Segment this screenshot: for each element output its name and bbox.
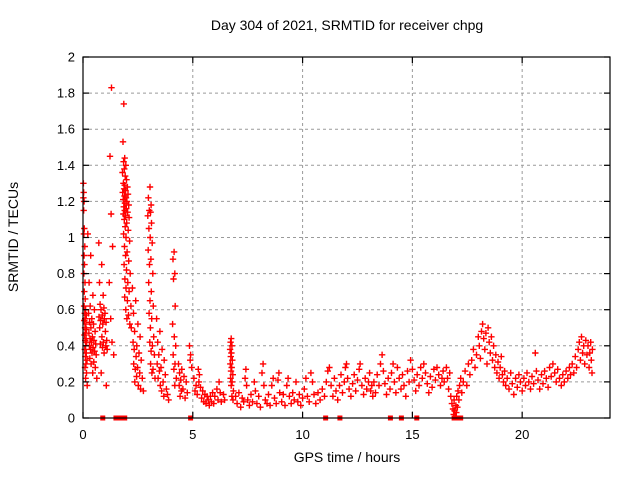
- y-tick-label: 1.2: [57, 194, 75, 209]
- y-tick-labels: 0 0.2 0.4 0.6 0.8 1 1.2 1.4 1.6 1.8 2: [57, 50, 75, 426]
- x-tick-label: 15: [405, 427, 419, 442]
- y-tick-label: 0.2: [57, 374, 75, 389]
- x-axis-label: GPS time / hours: [294, 449, 401, 465]
- y-tick-label: 0.6: [57, 302, 75, 317]
- x-tick-label: 20: [515, 427, 529, 442]
- y-tick-label: 1: [68, 230, 75, 245]
- y-tick-label: 0.4: [57, 338, 75, 353]
- y-tick-label: 1.4: [57, 158, 75, 173]
- y-tick-label: 1.8: [57, 86, 75, 101]
- x-tick-label: 5: [189, 427, 196, 442]
- data-points: [80, 84, 596, 420]
- grid-lines: [83, 57, 610, 418]
- y-axis-label: SRMTID / TECUs: [5, 182, 21, 292]
- y-tick-label: 2: [68, 50, 75, 65]
- chart-title: Day 304 of 2021, SRMTID for receiver chp…: [211, 17, 483, 33]
- x-tick-labels: 0 5 10 15 20: [79, 427, 529, 442]
- y-tick-label: 0.8: [57, 266, 75, 281]
- x-tick-label: 0: [79, 427, 86, 442]
- x-tick-label: 10: [295, 427, 309, 442]
- y-tick-label: 1.6: [57, 122, 75, 137]
- y-tick-label: 0: [68, 411, 75, 426]
- axis-ticks: [82, 56, 610, 419]
